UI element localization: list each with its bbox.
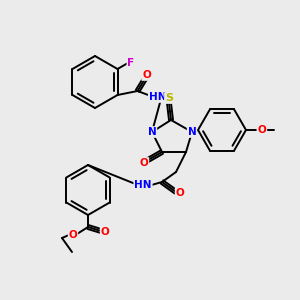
Text: O: O xyxy=(176,188,184,198)
Text: HN: HN xyxy=(134,180,152,190)
Text: O: O xyxy=(258,125,266,135)
Text: S: S xyxy=(165,93,173,103)
Text: N: N xyxy=(188,127,196,137)
Text: O: O xyxy=(100,227,109,237)
Text: O: O xyxy=(69,230,77,240)
Text: N: N xyxy=(148,127,156,137)
Text: F: F xyxy=(127,58,134,68)
Text: O: O xyxy=(142,70,151,80)
Text: HN: HN xyxy=(149,92,166,102)
Text: O: O xyxy=(140,158,148,168)
